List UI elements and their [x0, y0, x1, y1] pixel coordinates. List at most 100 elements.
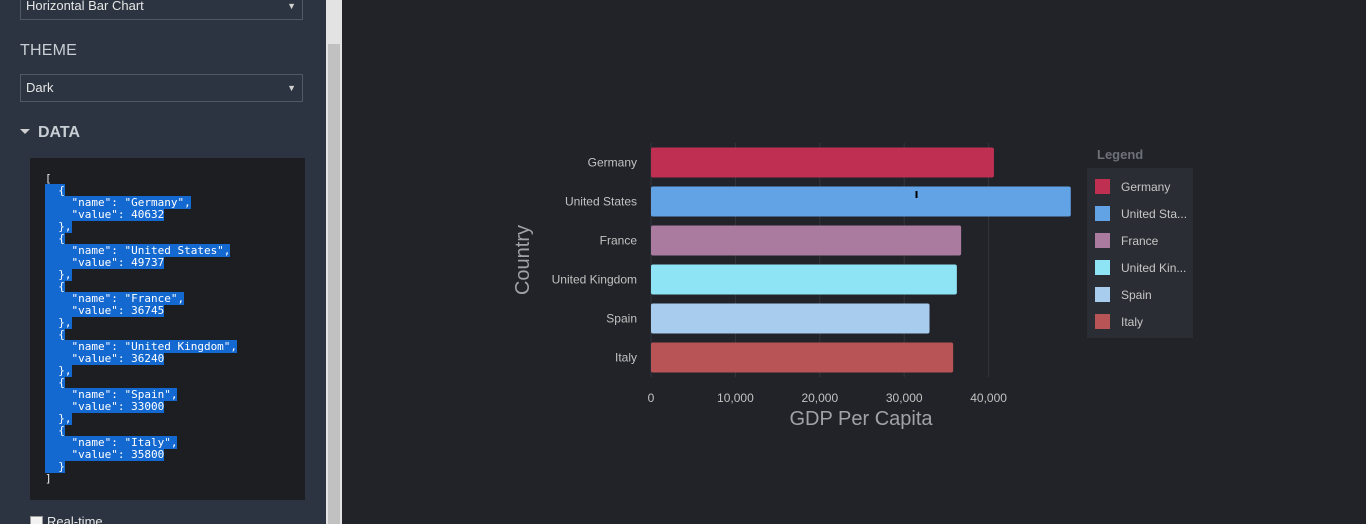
bar — [651, 147, 994, 178]
editor-line-text: "name": "France", — [45, 292, 185, 305]
x-tick-label: 30,000 — [886, 391, 923, 405]
editor-line: "value": 33000 — [45, 400, 305, 413]
editor-line: "name": "Italy", — [45, 436, 305, 449]
theme-value: Dark — [26, 80, 54, 95]
editor-line: }, — [45, 316, 305, 329]
y-tick-label: Germany — [588, 156, 637, 170]
chart-area: Germany United States France United Kingdom… — [342, 0, 1366, 524]
legend-label: France — [1121, 233, 1159, 248]
editor-line: "value": 49737 — [45, 256, 305, 269]
editor-line: [ — [45, 173, 305, 185]
bar — [651, 225, 962, 256]
editor-line: { — [45, 328, 305, 341]
realtime-checkbox[interactable] — [30, 516, 43, 524]
editor-line: { — [45, 424, 305, 437]
editor-line: "value": 36745 — [45, 304, 305, 317]
legend-swatch — [1095, 179, 1110, 194]
editor-line: { — [45, 280, 305, 293]
editor-line: }, — [45, 412, 305, 425]
editor-line-text: }, — [45, 220, 72, 233]
editor-line: "name": "France", — [45, 292, 305, 305]
editor-line: "value": 36240 — [45, 352, 305, 365]
editor-line-text: "value": 49737 — [45, 256, 165, 269]
legend-label: Spain — [1121, 287, 1152, 302]
editor-line-text: "name": "Germany", — [45, 196, 191, 209]
editor-line: }, — [45, 220, 305, 233]
editor-line: "name": "Spain", — [45, 388, 305, 401]
legend-item[interactable]: United Kin... — [1087, 254, 1193, 281]
editor-line-text: }, — [45, 364, 72, 377]
legend: Legend Germany United Sta... France United … — [1087, 147, 1193, 338]
y-axis-title: Country — [512, 225, 534, 295]
caret-down-icon — [20, 129, 30, 135]
legend-swatch — [1095, 287, 1110, 302]
editor-line-text: { — [45, 232, 65, 245]
theme-label: THEME — [20, 42, 77, 59]
editor-line: { — [45, 184, 305, 197]
editor-line-text: "value": 35800 — [45, 448, 165, 461]
y-tick-label: United States — [565, 195, 637, 209]
x-axis-title: GDP Per Capita — [789, 408, 933, 430]
editor-line-text: "name": "Spain", — [45, 388, 178, 401]
y-tick-label: United Kingdom — [552, 273, 637, 287]
y-tick-label: Italy — [615, 351, 637, 365]
chart-type-select[interactable]: Horizontal Bar Chart ▼ — [20, 0, 303, 20]
editor-line-text: }, — [45, 268, 72, 281]
editor-line: }, — [45, 268, 305, 281]
editor-line: "value": 35800 — [45, 448, 305, 461]
editor-line-text: ] — [45, 472, 52, 485]
legend-item[interactable]: Italy — [1087, 308, 1193, 335]
legend-item[interactable]: Germany — [1087, 173, 1193, 200]
editor-line-text: "name": "United Kingdom", — [45, 340, 238, 353]
editor-line-text: { — [45, 184, 65, 197]
editor-line: "name": "United States", — [45, 244, 305, 257]
editor-line: } — [45, 460, 305, 473]
editor-line: ] — [45, 473, 305, 485]
sidebar-scrollbar[interactable] — [326, 0, 342, 524]
data-editor[interactable]: [ { "name": "Germany", "value": 40632 },… — [30, 158, 305, 500]
chart-type-value: Horizontal Bar Chart — [26, 0, 144, 13]
chevron-down-icon: ▼ — [287, 83, 296, 93]
editor-line-text: "value": 33000 — [45, 400, 165, 413]
realtime-toggle[interactable]: Real-time — [30, 514, 103, 524]
legend-swatch — [1095, 260, 1110, 275]
editor-line: { — [45, 376, 305, 389]
legend-swatch — [1095, 314, 1110, 329]
bar — [651, 303, 930, 334]
bar — [651, 342, 954, 373]
legend-item[interactable]: United Sta... — [1087, 200, 1193, 227]
legend-swatch — [1095, 233, 1110, 248]
legend-item[interactable]: France — [1087, 227, 1193, 254]
realtime-label: Real-time — [47, 514, 103, 524]
x-tick-label: 40,000 — [970, 391, 1007, 405]
editor-line-text: "value": 36745 — [45, 304, 165, 317]
x-tick-label: 20,000 — [801, 391, 838, 405]
bar — [651, 264, 957, 295]
legend-label: United Kin... — [1121, 260, 1187, 275]
y-tick-label: Spain — [606, 312, 637, 326]
data-heading-label: DATA — [38, 124, 81, 141]
legend-label: Germany — [1121, 179, 1171, 194]
editor-line-text: }, — [45, 316, 72, 329]
chevron-down-icon: ▼ — [287, 1, 296, 11]
editor-line-text: "value": 40632 — [45, 208, 165, 221]
editor-line-text: } — [45, 460, 65, 473]
sidebar: Horizontal Bar Chart ▼ THEME Dark ▼ DATA… — [0, 0, 326, 524]
editor-line-text: "value": 36240 — [45, 352, 165, 365]
legend-label: United Sta... — [1121, 206, 1188, 221]
editor-line: "name": "Germany", — [45, 196, 305, 209]
scrollbar-thumb[interactable] — [328, 44, 340, 524]
x-tick-label: 10,000 — [717, 391, 754, 405]
editor-line-text: { — [45, 424, 65, 437]
legend-item[interactable]: Spain — [1087, 281, 1193, 308]
data-section-toggle[interactable]: DATA — [20, 124, 80, 142]
editor-line: }, — [45, 364, 305, 377]
editor-line-text: { — [45, 376, 65, 389]
x-tick-label: 0 — [648, 391, 655, 405]
theme-select[interactable]: Dark ▼ — [20, 74, 303, 102]
editor-line-text: }, — [45, 412, 72, 425]
legend-label: Italy — [1121, 314, 1144, 329]
legend-swatch — [1095, 206, 1110, 221]
editor-line: "name": "United Kingdom", — [45, 340, 305, 353]
editor-line: { — [45, 232, 305, 245]
